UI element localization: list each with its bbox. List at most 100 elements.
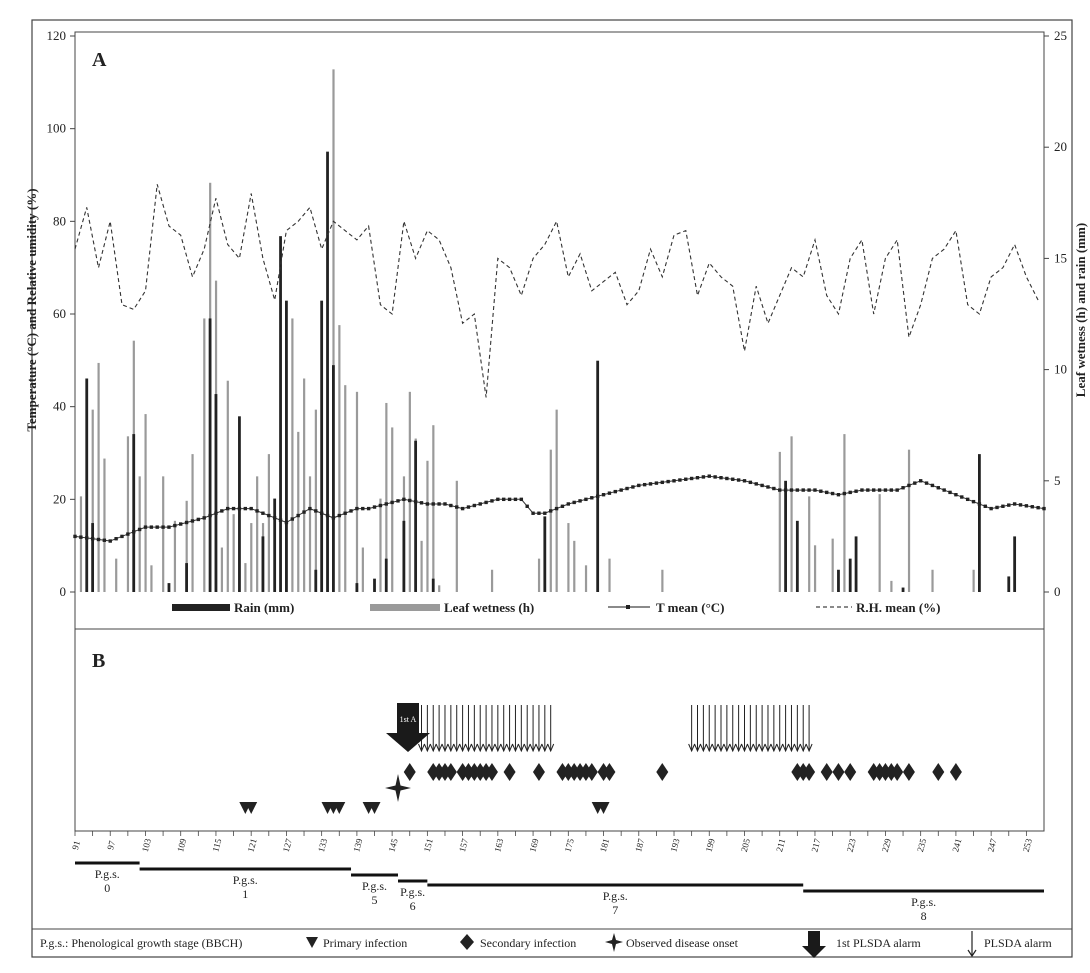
leaf-wetness-bar [250, 523, 253, 592]
stage-name: P.g.s. [95, 867, 120, 881]
t-mean-point [778, 488, 782, 492]
plsda-alarm-arrow-head [459, 743, 467, 753]
t-mean-point [543, 511, 547, 515]
leaf-wetness-bar [267, 454, 270, 592]
t-mean-point [848, 490, 852, 495]
stage-name: P.g.s. [233, 873, 258, 887]
t-mean-point [513, 497, 518, 502]
t-mean-point [525, 504, 529, 508]
growth-stages: P.g.s.0P.g.s.1P.g.s.5P.g.s.6P.g.s.7P.g.s… [75, 861, 1044, 923]
t-mean-point [402, 497, 406, 502]
t-mean-point [830, 491, 835, 496]
t-mean-point [819, 489, 823, 493]
big-arrow-icon [808, 931, 820, 946]
rain-bar [1007, 576, 1011, 592]
rain-bar [85, 378, 89, 592]
t-mean-point [795, 488, 800, 492]
legend-leaf-wetness-label: Leaf wetness (h) [444, 600, 534, 615]
x-tick-label: 151 [422, 837, 435, 853]
t-mean-point [361, 506, 365, 511]
plsda-alarm-arrow-head [788, 743, 795, 753]
t-mean-point [637, 483, 641, 488]
plsda-alarm-arrow-head [494, 743, 502, 753]
stage-number: 8 [921, 909, 927, 923]
y-right-tick-label: 0 [1054, 584, 1061, 599]
t-mean-point [267, 513, 271, 518]
legend-rain-label: Rain (mm) [234, 600, 294, 615]
t-mean-point [208, 513, 212, 518]
t-mean-point [437, 502, 441, 506]
legend-pgs-definition: P.g.s.: Phenological growth stage (BBCH) [40, 936, 242, 950]
x-tick-label: 211 [774, 838, 787, 853]
t-mean-point [85, 536, 89, 540]
y-axis-left-label: Temperature (°C) and Relative umidity (%… [24, 188, 39, 431]
t-mean-point [989, 506, 993, 511]
rain-bar [901, 587, 905, 592]
t-mean-point [143, 525, 148, 529]
legend-alarm-label: PLSDA alarm [984, 936, 1052, 950]
plsda-alarm-arrow-head [741, 743, 748, 753]
leaf-wetness-bar [173, 520, 177, 592]
leaf-wetness-bar [203, 318, 206, 592]
x-tick-label: 91 [70, 840, 82, 851]
leaf-wetness-bar [907, 449, 911, 592]
leaf-wetness-bar [420, 540, 423, 592]
primary-infection-marker [333, 802, 346, 814]
leaf-wetness-bar [308, 476, 312, 592]
x-tick-label: 235 [915, 837, 928, 853]
panel-a-legend: Rain (mm) Leaf wetness (h) T mean (°C) R… [172, 600, 941, 615]
t-mean-point [701, 475, 706, 479]
t-mean-point [719, 476, 723, 480]
symbol-legend: P.g.s.: Phenological growth stage (BBCH)… [40, 931, 1052, 958]
t-mean-point [190, 519, 195, 523]
rain-bar [837, 569, 840, 592]
t-mean-point [731, 477, 735, 481]
plsda-alarm-arrow-head [465, 743, 472, 753]
t-mean-point [349, 509, 353, 513]
leaf-wetness-bar [103, 458, 106, 592]
y-left-tick-label: 120 [47, 28, 67, 43]
leaf-wetness-bar [220, 547, 224, 592]
leaf-wetness-bar [144, 414, 147, 592]
t-mean-point [496, 497, 500, 502]
t-mean-point [390, 500, 394, 505]
t-mean-point [466, 505, 471, 509]
t-mean-point [707, 474, 711, 478]
rain-bar [167, 583, 171, 592]
t-mean-point [883, 488, 888, 492]
t-mean-point [255, 509, 259, 513]
plsda-alarm-arrow-head [723, 743, 731, 753]
t-mean-point [272, 516, 277, 520]
t-mean-point [237, 506, 242, 511]
plsda-alarm-arrow-head [729, 743, 737, 753]
x-tick-label: 253 [1021, 837, 1034, 853]
plsda-alarm-arrow-head [770, 743, 778, 753]
leaf-wetness-bar [138, 476, 141, 592]
plsda-alarm-arrow-head [435, 743, 443, 753]
t-mean-point [548, 509, 553, 513]
plsda-alarm-arrow-head [529, 743, 537, 753]
rain-bar [355, 583, 359, 592]
t-mean-point [319, 511, 324, 515]
rain-bar [314, 569, 318, 592]
plsda-alarm-arrow-head [476, 743, 484, 753]
t-mean-point [167, 525, 171, 529]
t-mean-point [948, 490, 952, 495]
first-alarm-arrow-head [386, 733, 430, 752]
leaf-wetness-bar [385, 402, 388, 592]
leaf-wetness-bar [244, 563, 247, 592]
triangle-down-icon [306, 937, 318, 948]
plsda-alarm-arrow-head [764, 743, 772, 753]
y-left-tick-label: 60 [53, 306, 66, 321]
leaf-wetness-bar [232, 514, 235, 592]
t-mean-point [766, 485, 770, 489]
leaf-wetness-bar [97, 362, 100, 592]
rain-bar [238, 416, 241, 592]
t-mean-point [455, 505, 459, 509]
leaf-wetness-bar [808, 496, 811, 592]
t-mean-point [249, 506, 253, 511]
t-mean-point [613, 489, 617, 494]
leaf-wetness-bar [549, 449, 552, 592]
t-mean-point [960, 495, 964, 499]
t-mean-point [537, 511, 541, 515]
